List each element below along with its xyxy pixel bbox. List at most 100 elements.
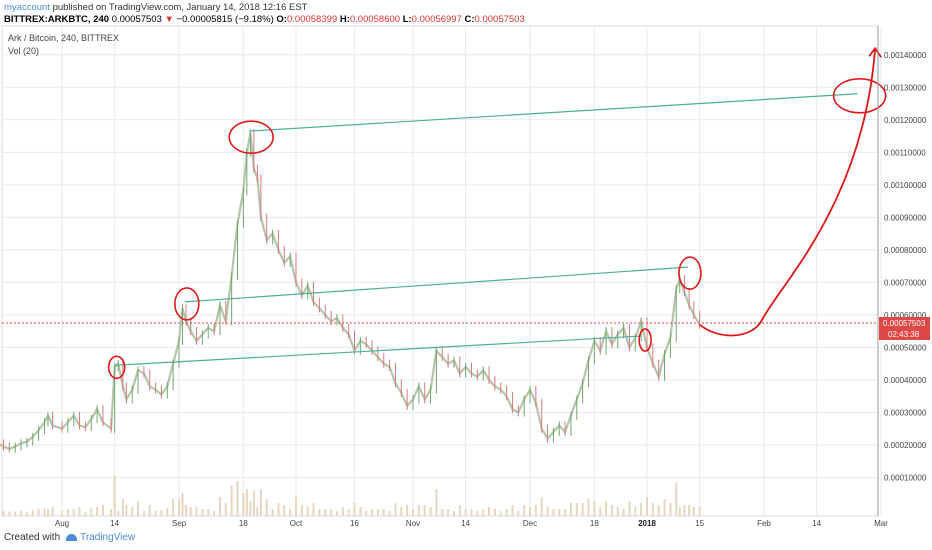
x-tick-label: 14 <box>461 519 470 528</box>
volume-bar <box>271 509 274 516</box>
x-tick-label: Mar <box>874 519 888 528</box>
volume-bars <box>2 475 701 516</box>
symbol-label: BITTREX:ARKBTC, 240 <box>4 14 110 25</box>
chart-title: Ark / Bitcoin, 240, BITTREX <box>8 33 119 43</box>
x-tick-label: 18 <box>590 519 599 528</box>
volume-bar <box>160 510 163 516</box>
annotation-circle <box>228 120 274 154</box>
annotation-circle <box>678 256 702 290</box>
volume-bar <box>505 509 508 516</box>
volume-bar <box>185 505 188 516</box>
volume-bar <box>692 507 695 516</box>
volume-bar <box>529 507 531 516</box>
tradingview-link[interactable]: TradingView <box>80 532 136 543</box>
volume-bar <box>523 505 526 516</box>
annotation-circle <box>107 355 126 380</box>
ohlc-line: BITTREX:ARKBTC, 240 0.00057503 ▼ −0.0000… <box>4 14 525 26</box>
volume-bar <box>605 501 608 516</box>
volume-bar <box>46 509 49 516</box>
volume-bar <box>353 503 356 516</box>
volume-bar <box>43 508 46 516</box>
close-value: 0.00057503 <box>474 14 525 25</box>
volume-bar <box>121 499 124 516</box>
trendline <box>249 93 858 132</box>
countdown-value: 02:43:38 <box>888 330 920 339</box>
volume-bar <box>242 493 245 516</box>
volume-bar <box>335 511 338 516</box>
volume-bar <box>599 507 602 516</box>
volume-bar <box>412 509 414 516</box>
volume-bar <box>148 505 151 516</box>
volume-bar <box>189 507 192 516</box>
grid <box>2 26 882 516</box>
volume-bar <box>651 503 654 516</box>
trendlines <box>114 93 858 366</box>
volume-bar <box>306 507 309 516</box>
volume-bar <box>382 509 385 516</box>
projection-curve <box>699 48 877 337</box>
volume-bar <box>593 501 596 516</box>
volume-bar <box>423 505 426 516</box>
down-arrow-icon: ▼ <box>164 14 174 25</box>
volume-bar <box>131 507 134 516</box>
volume-bar <box>224 503 227 516</box>
y-tick-label: 0.00100000 <box>884 181 927 190</box>
y-tick-label: 0.00090000 <box>884 213 927 222</box>
last-price-value: 0.00057503 <box>883 319 926 328</box>
volume-bar <box>534 505 537 516</box>
volume-bar <box>482 509 485 516</box>
low-value: 0.00056997 <box>411 14 462 25</box>
plot-area[interactable] <box>1 25 879 517</box>
volume-bar <box>540 497 543 516</box>
volume-bar <box>488 507 491 516</box>
volume-bar <box>265 499 268 516</box>
volume-bar <box>406 505 409 516</box>
volume-bar <box>400 507 403 516</box>
price-chart[interactable]: 0.00010000 0.00020000 0.00030000 0.00040000… <box>0 0 932 530</box>
volume-bar <box>359 507 362 516</box>
trendline <box>184 266 688 303</box>
volume-bar <box>429 507 432 516</box>
volume-bar <box>675 483 678 516</box>
volume-bar <box>78 507 81 516</box>
volume-bar <box>388 511 391 516</box>
volume-bar <box>277 503 280 516</box>
open-value: 0.00058399 <box>286 14 338 25</box>
volume-bar <box>657 505 660 516</box>
volume-bar <box>236 481 239 516</box>
volume-bar <box>646 497 648 516</box>
trendline <box>114 335 642 366</box>
volume-bar <box>195 507 198 516</box>
volume-bar <box>213 511 216 516</box>
volume-bar <box>365 511 368 516</box>
y-tick-label: 0.00020000 <box>884 441 927 450</box>
volume-bar <box>669 503 672 516</box>
volume-bar <box>14 511 17 516</box>
volume-bar <box>678 507 681 516</box>
volume-bar <box>640 503 643 516</box>
created-with-label: Created with <box>4 532 61 543</box>
volume-bar <box>447 509 450 516</box>
volume-bar <box>324 509 327 516</box>
x-tick-label: Aug <box>55 519 69 528</box>
x-tick-label: Feb <box>757 519 771 528</box>
volume-bar <box>517 511 520 516</box>
annotation-circle <box>174 287 200 321</box>
high-label: H: <box>339 14 350 25</box>
volume-bar <box>142 511 145 516</box>
volume-bar <box>698 507 701 516</box>
volume-bar <box>441 509 444 516</box>
volume-bar <box>376 509 379 516</box>
footer: Created with TradingView <box>4 532 135 543</box>
x-tick-label: 14 <box>110 519 119 528</box>
volume-bar <box>117 511 120 516</box>
author-link[interactable]: myaccount <box>4 2 50 13</box>
volume-bar <box>31 510 34 516</box>
volume-bar <box>616 507 619 516</box>
volume-bar <box>289 509 292 516</box>
volume-bar <box>511 505 514 516</box>
volume-bar <box>295 497 297 516</box>
volume-bar <box>113 475 116 516</box>
hand-drawings <box>107 46 887 380</box>
y-tick-label: 0.00060000 <box>884 311 927 320</box>
